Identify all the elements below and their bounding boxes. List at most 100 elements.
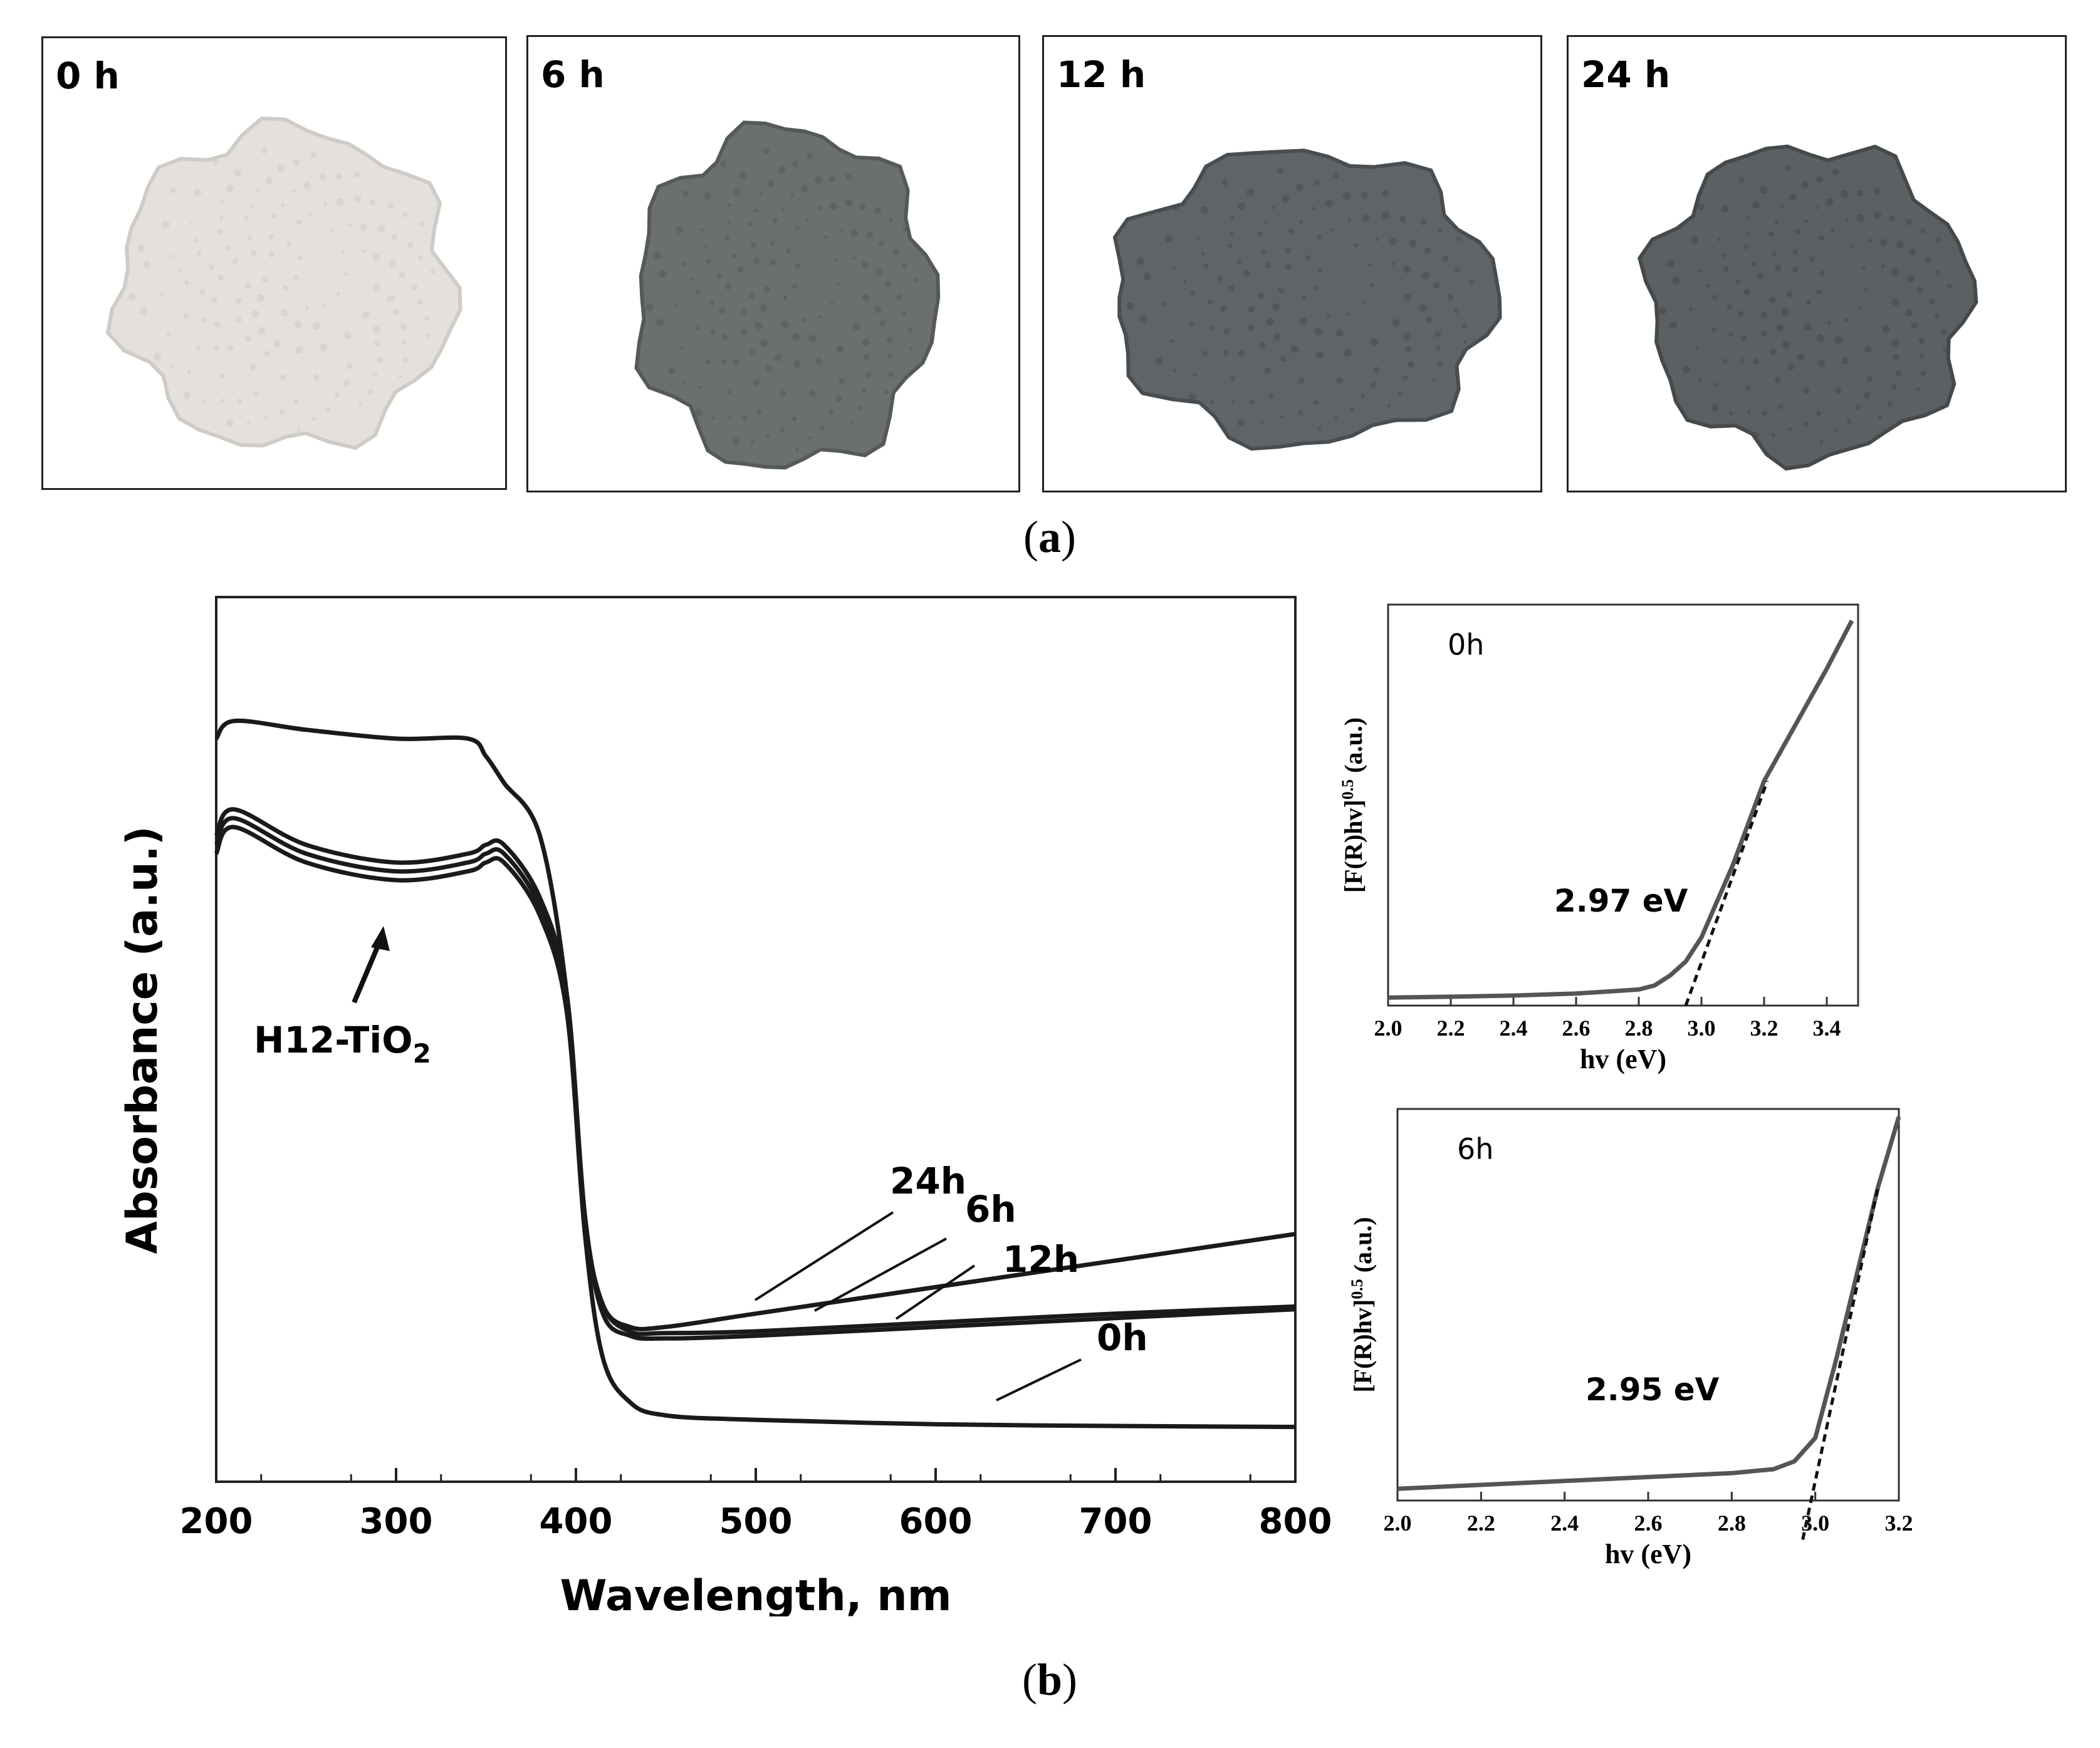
powder-speckle [726, 221, 731, 226]
powder-speckle [296, 428, 301, 432]
powder-speckle [805, 217, 810, 221]
powder-speckle [196, 345, 201, 351]
powder-speckle [258, 326, 266, 335]
powder-speckle [426, 333, 430, 338]
powder-speckle [1740, 335, 1747, 341]
powder-speckle [402, 357, 408, 363]
powder-speckle [1832, 169, 1839, 175]
powder-speckle [852, 256, 856, 261]
powder-speckle [226, 246, 231, 251]
powder-speckle [1435, 345, 1441, 351]
powder-speckle [1873, 211, 1881, 219]
powder-speckle [200, 289, 206, 295]
powder-speckle [834, 258, 838, 262]
powder-speckle [1817, 334, 1825, 342]
powder-speckle [1788, 363, 1795, 370]
powder-speckle [1264, 220, 1268, 224]
powder-speckle [830, 301, 834, 306]
powder-speckle [750, 440, 755, 444]
powder-speckle [1367, 263, 1372, 267]
powder-speckle [325, 407, 330, 412]
powder-speckle [704, 192, 712, 200]
powder-speckle [1936, 237, 1941, 242]
powder-speckle [417, 299, 422, 305]
powder-speckle [424, 316, 430, 321]
powder-speckle [1285, 248, 1291, 254]
powder-speckle [645, 303, 654, 311]
powder-speckle [1947, 283, 1953, 289]
inset-x-tick-label: 2.8 [1625, 1016, 1653, 1041]
powder-speckle [1317, 427, 1322, 431]
photo-label-24h: 24 h [1581, 53, 1671, 96]
powder-speckle [1753, 358, 1760, 365]
powder-pile [1112, 148, 1502, 451]
powder-speckle [845, 174, 852, 180]
powder-speckle [1893, 353, 1899, 360]
powder-speckle [1354, 243, 1359, 247]
powder-speckle [234, 169, 242, 177]
powder-speckle [265, 177, 273, 185]
powder-speckle [346, 363, 353, 370]
powder-speckle [902, 263, 907, 269]
powder-speckle [1780, 204, 1785, 209]
powder-speckle [1728, 331, 1733, 337]
powder-speckle [400, 324, 407, 331]
powder-speckle [1881, 264, 1886, 268]
powder-speckle [1221, 179, 1228, 186]
inset-x-tick-label: 3.0 [1688, 1016, 1716, 1041]
powder-speckle [209, 264, 214, 270]
powder-speckle [1804, 219, 1809, 224]
x-tick-label: 300 [360, 1501, 433, 1542]
powder-speckle [1437, 227, 1443, 233]
powder-speckle [1942, 347, 1946, 351]
powder-speckle [1189, 321, 1194, 326]
powder-speckle [845, 199, 853, 207]
powder-speckle [1172, 266, 1176, 271]
powder-speckle [739, 172, 747, 180]
inset-x-tick-label: 2.0 [1374, 1016, 1403, 1041]
powder-speckle [1792, 249, 1798, 255]
powder-speckle [780, 428, 785, 434]
powder-speckle [1405, 346, 1412, 353]
powder-speckle [764, 286, 771, 293]
powder-speckle [235, 298, 242, 304]
powder-speckle [828, 409, 833, 415]
inset-x-axis-label: hv (eV) [1580, 1044, 1666, 1074]
powder-speckle [1277, 168, 1283, 175]
x-tick-label: 600 [899, 1501, 973, 1542]
powder-speckle [795, 447, 799, 452]
powder-speckle [763, 148, 770, 155]
annotation-label-24h: 24h [890, 1160, 966, 1202]
powder-speckle [676, 226, 684, 234]
powder-speckle [1139, 315, 1147, 323]
powder-speckle [1332, 172, 1339, 179]
powder-speckle [256, 188, 260, 192]
powder-speckle [896, 294, 902, 301]
powder-speckle [1454, 308, 1460, 314]
powder-pile [634, 120, 941, 470]
powder-speckle [262, 276, 269, 283]
powder-speckle [244, 283, 251, 289]
powder-speckle [1752, 431, 1760, 439]
powder-speckle [293, 398, 299, 404]
powder-speckle [695, 289, 701, 295]
powder-speckle [726, 388, 732, 394]
powder-speckle [387, 202, 394, 209]
powder-speckle [1314, 179, 1320, 185]
powder-speckle [1143, 273, 1151, 281]
series-line-12h [214, 816, 1296, 1341]
bandgap-label: 2.97 eV [1554, 883, 1688, 919]
powder-speckle [407, 242, 414, 249]
powder-speckle [237, 398, 243, 403]
powder-speckle [1857, 214, 1865, 222]
powder-speckle [140, 307, 148, 315]
annotation-label-12h: 12h [1003, 1238, 1079, 1281]
powder-speckle [1462, 323, 1468, 329]
powder-speckle [202, 399, 206, 403]
powder-speckle [818, 205, 823, 210]
powder-speckle [281, 309, 289, 317]
powder-speckle [362, 311, 370, 319]
powder-speckle [1819, 440, 1824, 444]
powder-speckle [765, 365, 772, 372]
powder-speckle [401, 340, 407, 345]
